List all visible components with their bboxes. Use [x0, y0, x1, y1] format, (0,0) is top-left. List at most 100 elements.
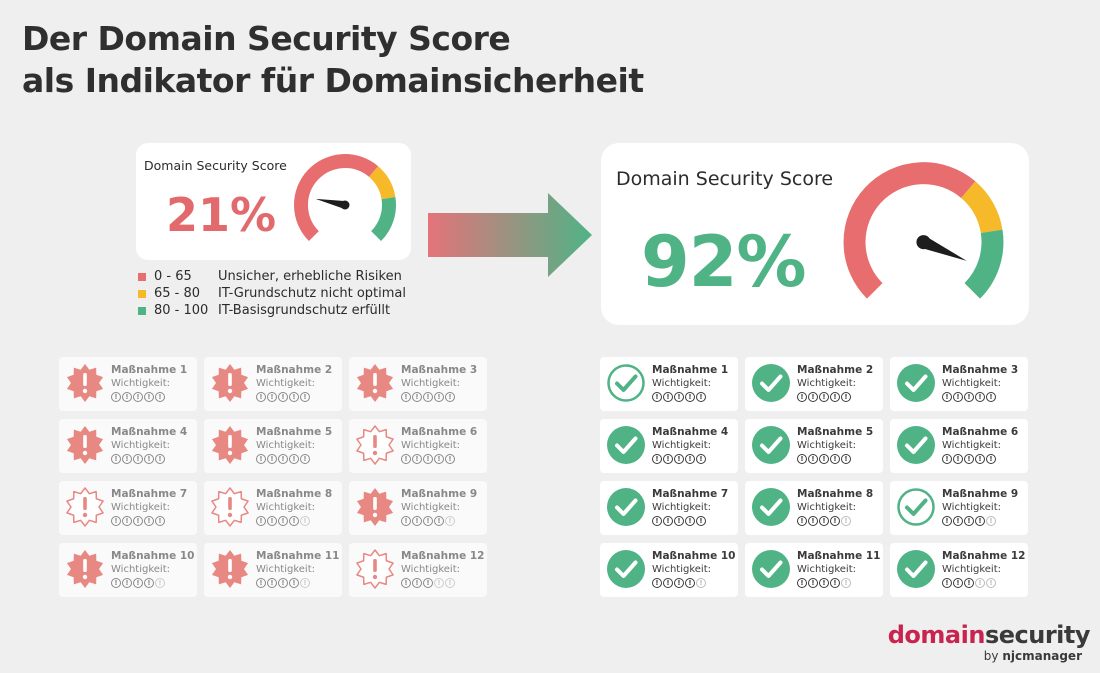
measure-name: Maßnahme 4	[111, 426, 188, 438]
importance-icon: !	[964, 578, 974, 588]
importance-icon: !	[674, 516, 684, 526]
measure-text: Maßnahme 4 Wichtigkeit:!!!!!	[652, 425, 728, 464]
importance-rating: !!!!!	[401, 454, 477, 464]
measure-name: Maßnahme 11	[797, 550, 881, 562]
measure-importance-label: Wichtigkeit:	[942, 564, 1001, 575]
importance-icon: !	[300, 454, 310, 464]
importance-icon: !	[830, 392, 840, 402]
importance-icon: !	[841, 578, 851, 588]
importance-icon: !	[289, 392, 299, 402]
gauge-icon	[294, 154, 396, 242]
arrow-right-icon	[428, 193, 592, 277]
measure-text: Maßnahme 6 Wichtigkeit:!!!!!	[401, 425, 477, 464]
measure-name: Maßnahme 6	[401, 426, 478, 438]
measure-name: Maßnahme 8	[797, 488, 874, 500]
measures-before-grid: Maßnahme 1 Wichtigkeit:!!!!! Maßnahme 2 Wic…	[59, 357, 487, 597]
importance-icon: !	[696, 516, 706, 526]
check-circle-outline-icon	[607, 364, 645, 402]
importance-icon: !	[841, 516, 851, 526]
importance-icon: !	[434, 578, 444, 588]
measure-importance-label: Wichtigkeit:	[256, 564, 315, 575]
measure-name: Maßnahme 9	[942, 488, 1019, 500]
legend-swatch	[138, 272, 146, 281]
warning-burst-outline-icon	[356, 549, 394, 589]
importance-rating: !!!!!	[401, 392, 477, 402]
warning-burst-filled-icon	[211, 426, 249, 464]
measure-name: Maßnahme 1	[111, 364, 188, 376]
importance-icon: !	[289, 454, 299, 464]
warning-burst-filled-icon	[66, 364, 104, 402]
importance-rating: !!!!!	[111, 516, 187, 526]
importance-icon: !	[975, 454, 985, 464]
importance-icon: !	[144, 516, 154, 526]
gauge-red-segment	[294, 154, 379, 242]
importance-icon: !	[256, 392, 266, 402]
measure-tile: Maßnahme 4 Wichtigkeit:!!!!!	[59, 419, 197, 473]
measure-tile: Maßnahme 1 Wichtigkeit:!!!!!	[59, 357, 197, 411]
importance-icon: !	[122, 516, 132, 526]
measure-text: Maßnahme 7 Wichtigkeit:!!!!!	[652, 487, 728, 526]
gauge-red-segment	[843, 162, 976, 299]
importance-icon: !	[144, 578, 154, 588]
importance-icon: !	[942, 578, 952, 588]
warning-burst-filled-icon	[211, 550, 249, 588]
importance-icon: !	[144, 392, 154, 402]
importance-icon: !	[412, 578, 422, 588]
importance-icon: !	[975, 516, 985, 526]
importance-icon: !	[300, 392, 310, 402]
warning-burst-filled-icon	[211, 364, 249, 402]
importance-icon: !	[155, 516, 165, 526]
legend-row: 0 - 65 Unsicher, erhebliche Risiken	[138, 268, 406, 285]
measure-importance-label: Wichtigkeit:	[942, 502, 1001, 513]
importance-icon: !	[267, 578, 277, 588]
importance-icon: !	[696, 392, 706, 402]
importance-icon: !	[964, 454, 974, 464]
score-card-after: Domain Security Score 92%	[601, 143, 1029, 325]
measure-importance-label: Wichtigkeit:	[797, 564, 856, 575]
importance-icon: !	[797, 516, 807, 526]
check-circle-outline-icon	[897, 488, 935, 526]
gauge-needle	[921, 236, 967, 261]
measure-tile: Maßnahme 8 Wichtigkeit:!!!!!	[204, 481, 342, 535]
page-title-line2: als Indikator für Domainsicherheit	[22, 61, 644, 100]
importance-icon: !	[652, 392, 662, 402]
measure-text: Maßnahme 4 Wichtigkeit:!!!!!	[111, 425, 187, 464]
measure-name: Maßnahme 3	[942, 364, 1019, 376]
importance-icon: !	[964, 392, 974, 402]
measure-importance-label: Wichtigkeit:	[401, 502, 460, 513]
check-circle-filled-icon	[897, 426, 935, 464]
importance-rating: !!!!!	[401, 516, 477, 526]
measure-name: Maßnahme 5	[256, 426, 333, 438]
importance-icon: !	[674, 578, 684, 588]
importance-icon: !	[953, 454, 963, 464]
measure-importance-label: Wichtigkeit:	[256, 440, 315, 451]
importance-icon: !	[122, 454, 132, 464]
importance-icon: !	[830, 454, 840, 464]
check-circle-filled-icon	[752, 550, 790, 588]
importance-icon: !	[434, 454, 444, 464]
measure-name: Maßnahme 3	[401, 364, 478, 376]
importance-icon: !	[278, 578, 288, 588]
measure-name: Maßnahme 8	[256, 488, 333, 500]
importance-icon: !	[300, 578, 310, 588]
importance-icon: !	[953, 392, 963, 402]
gauge-hub	[916, 235, 931, 250]
measure-text: Maßnahme 12 Wichtigkeit:!!!!!	[942, 549, 1025, 588]
importance-rating: !!!!!	[256, 578, 339, 588]
importance-rating: !!!!!	[652, 454, 728, 464]
measure-name: Maßnahme 4	[652, 426, 729, 438]
importance-rating: !!!!!	[652, 392, 728, 402]
measure-tile: Maßnahme 1 Wichtigkeit:!!!!!	[600, 357, 738, 411]
importance-icon: !	[401, 392, 411, 402]
importance-rating: !!!!!	[256, 392, 332, 402]
measure-text: Maßnahme 2 Wichtigkeit:!!!!!	[797, 363, 873, 402]
importance-icon: !	[942, 392, 952, 402]
importance-icon: !	[652, 516, 662, 526]
importance-icon: !	[445, 578, 455, 588]
warning-burst-filled-icon	[356, 488, 394, 526]
importance-icon: !	[278, 392, 288, 402]
measure-text: Maßnahme 10 Wichtigkeit:!!!!!	[111, 549, 194, 588]
measures-after-grid: Maßnahme 1 Wichtigkeit:!!!!! Maßnahme 2 Wic…	[600, 357, 1028, 597]
brand-company: njcmanager	[1002, 649, 1082, 663]
brand-byline: by njcmanager	[888, 648, 1082, 664]
